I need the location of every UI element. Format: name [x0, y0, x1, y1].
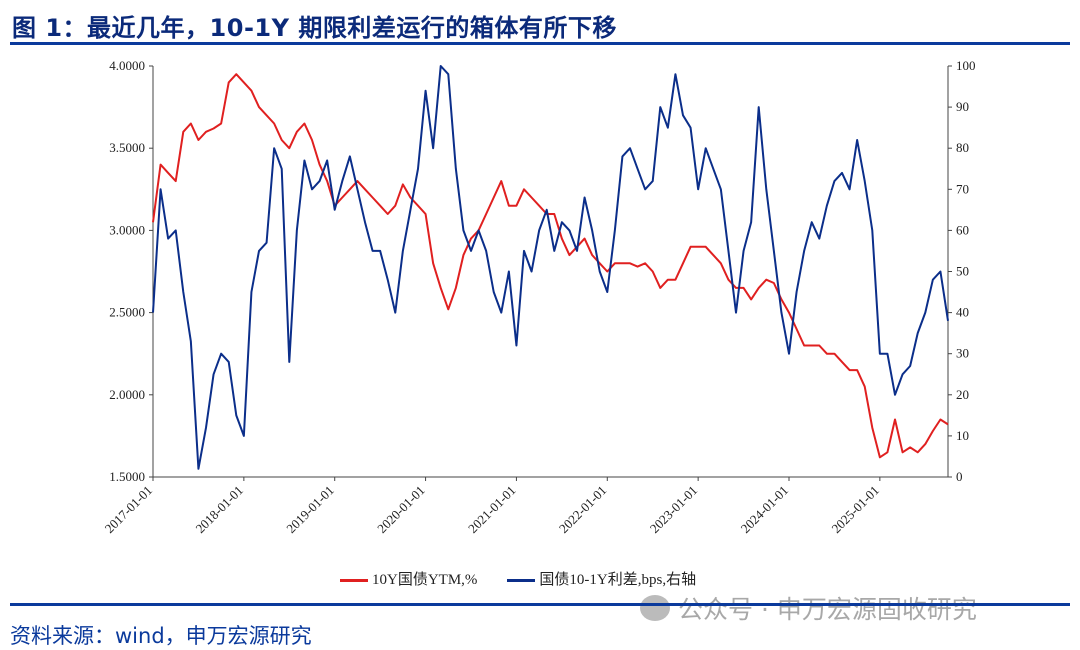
right-tick-label: 40: [956, 305, 969, 320]
footer-rule: [10, 603, 1070, 606]
left-tick-label: 2.0000: [109, 387, 145, 402]
line-chart: 1.5000 2.0000 2.5000 3.0000 3.5000 4.0000 0 10 2…: [102, 58, 976, 537]
x-tick-label: 2018-01-01: [192, 483, 246, 537]
x-tick-label: 2023-01-01: [647, 483, 701, 537]
x-tick-label: 2020-01-01: [374, 483, 428, 537]
left-tick-label: 1.5000: [109, 469, 145, 484]
x-tick-label: 2021-01-01: [465, 483, 519, 537]
legend-swatch-red: [340, 579, 368, 583]
right-tick-label: 0: [956, 469, 963, 484]
left-tick-label: 4.0000: [109, 58, 145, 73]
left-tick-label: 3.0000: [109, 222, 145, 237]
x-tick-label: 2017-01-01: [102, 483, 156, 537]
left-tick-label: 3.5000: [109, 140, 145, 155]
wechat-icon: [640, 595, 670, 621]
right-tick-label: 100: [956, 58, 976, 73]
x-tick-label: 2025-01-01: [828, 483, 882, 537]
legend-swatch-blue: [507, 579, 536, 583]
title-rule: [10, 42, 1070, 45]
x-tick-label: 2019-01-01: [283, 483, 337, 537]
right-tick-label: 10: [956, 428, 969, 443]
right-tick-label: 30: [956, 346, 969, 361]
x-tick-label: 2022-01-01: [556, 483, 610, 537]
figure-title: 图 1：最近几年，10-1Y 期限利差运行的箱体有所下移: [12, 14, 617, 42]
legend: 10Y国债YTM,% 国债10-1Y利差,bps,右轴: [340, 568, 696, 589]
left-tick-label: 2.5000: [109, 305, 145, 320]
right-tick-label: 80: [956, 140, 969, 155]
right-tick-label: 60: [956, 222, 969, 237]
ytm-line: [152, 73, 949, 459]
right-tick-label: 90: [956, 99, 969, 114]
watermark: 公众号 · 申万宏源固收研究: [640, 590, 977, 626]
x-tick-label: 2024-01-01: [738, 483, 792, 537]
right-tick-label: 20: [956, 387, 969, 402]
legend-item-ytm: 10Y国债YTM,%: [340, 568, 477, 589]
right-tick-label: 50: [956, 264, 969, 279]
source-note: 资料来源：wind，申万宏源研究: [10, 624, 312, 648]
spread-line: [152, 65, 949, 470]
legend-item-spread: 国债10-1Y利差,bps,右轴: [507, 568, 696, 589]
right-tick-label: 70: [956, 181, 969, 196]
